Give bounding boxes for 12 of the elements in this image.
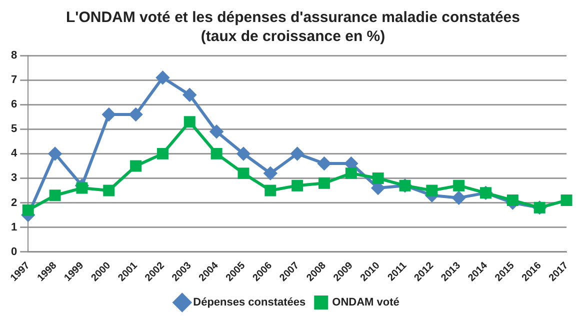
y-tick-label: 6 <box>10 98 18 111</box>
chart-title: L'ONDAM voté et les dépenses d'assurance maladie constatées (taux de croissance en %) <box>65 8 521 46</box>
y-tick-label: 4 <box>10 148 18 160</box>
y-tick-label: 5 <box>10 123 18 136</box>
y-tick-label: 3 <box>10 172 18 184</box>
y-tick-label: 0 <box>10 246 18 258</box>
y-tick-label: 8 <box>10 50 18 62</box>
legend-label: Dépenses constatées <box>193 296 306 309</box>
y-tick-label: 1 <box>10 221 18 234</box>
y-tick-label: 7 <box>10 74 18 86</box>
y-tick-label: 2 <box>10 196 18 209</box>
legend-label: ONDAM voté <box>332 296 400 309</box>
